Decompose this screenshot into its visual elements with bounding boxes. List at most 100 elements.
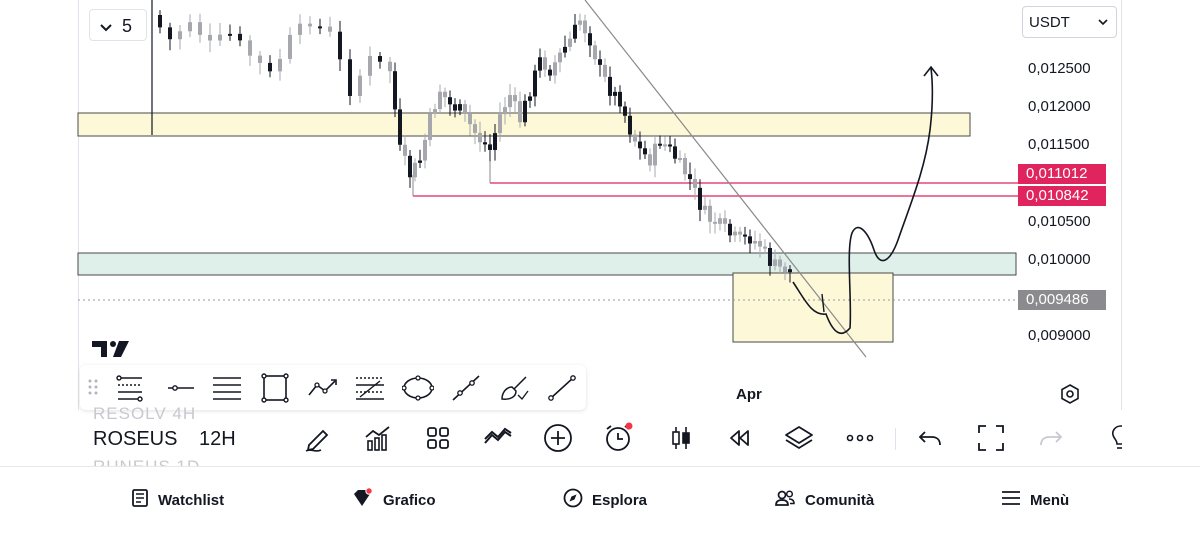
- candle-body: [623, 106, 627, 116]
- candle-body: [703, 205, 707, 210]
- candle-body: [633, 134, 637, 142]
- candle-body: [288, 34, 292, 59]
- demand-box[interactable]: [732, 272, 894, 343]
- candle-body: [463, 104, 467, 114]
- candle-body: [443, 91, 447, 98]
- alert-clock-icon[interactable]: [601, 421, 635, 455]
- candle-body: [198, 22, 202, 35]
- nav-label: Esplora: [592, 491, 648, 509]
- rectangle-icon[interactable]: [259, 373, 291, 403]
- candle-body: [728, 223, 732, 236]
- candle-body: [553, 62, 557, 76]
- nav-watchlist[interactable]: Watchlist: [131, 489, 224, 511]
- compare-icon[interactable]: [481, 421, 515, 455]
- candle-body: [483, 142, 487, 145]
- candle-body: [473, 124, 477, 133]
- fib-channel-icon[interactable]: [354, 373, 386, 403]
- candle-body: [348, 59, 352, 96]
- candle-body: [513, 95, 517, 102]
- nav-menu[interactable]: Menù: [1001, 489, 1069, 511]
- candle-body: [578, 20, 582, 25]
- price-label: 0,011500: [1028, 136, 1090, 153]
- candle-type-icon[interactable]: [664, 421, 698, 455]
- parallel-lines-icon[interactable]: [211, 373, 243, 403]
- candle-body: [543, 57, 547, 70]
- candle-body: [523, 100, 527, 123]
- candle-body: [713, 221, 717, 224]
- nav-explore[interactable]: Esplora: [563, 488, 648, 511]
- projection-path[interactable]: [792, 67, 934, 334]
- undo-icon[interactable]: [913, 421, 947, 455]
- candle-body: [298, 23, 302, 35]
- price-label: 0,010500: [1028, 213, 1091, 230]
- support-zone[interactable]: [77, 252, 1017, 276]
- trend-line[interactable]: [584, 0, 867, 358]
- trend-line-icon[interactable]: [546, 373, 578, 403]
- candles: [158, 10, 792, 283]
- candle-body: [433, 109, 437, 114]
- candle-body: [438, 91, 442, 110]
- nav-label: Watchlist: [158, 491, 225, 509]
- candle-body: [668, 144, 672, 147]
- symbol-name[interactable]: ROSEUS: [93, 428, 178, 450]
- chart-gem-icon: [352, 487, 374, 513]
- timeframe-value[interactable]: 12H: [199, 428, 236, 450]
- chart-canvas[interactable]: [0, 0, 1200, 410]
- more-icon[interactable]: [843, 421, 877, 455]
- lightbulb-icon[interactable]: [1104, 421, 1122, 455]
- pencil-icon[interactable]: [301, 421, 335, 455]
- symbol-picker-previous[interactable]: RESOLV 4H: [93, 404, 197, 423]
- candle-body: [763, 246, 767, 249]
- indicators-icon[interactable]: [361, 421, 395, 455]
- horizontal-line-icon[interactable]: [165, 373, 197, 403]
- candle-body: [453, 104, 457, 111]
- candle-body: [208, 34, 212, 41]
- redo-icon[interactable]: [1034, 421, 1068, 455]
- nav-chart[interactable]: Grafico: [352, 487, 436, 513]
- drag-handle-icon[interactable]: [88, 379, 98, 398]
- layouts-icon[interactable]: [421, 421, 455, 455]
- candle-body: [528, 96, 532, 101]
- extended-line-icon[interactable]: [450, 373, 482, 403]
- nav-label: Comunità: [805, 491, 875, 509]
- brush-icon[interactable]: [498, 373, 530, 403]
- candle-body: [723, 218, 727, 224]
- menu-icon: [1001, 489, 1021, 511]
- drawing-toolbar: [80, 365, 586, 410]
- replay-icon[interactable]: [722, 421, 756, 455]
- candle-body: [378, 56, 382, 62]
- price-label: 0,010000: [1028, 251, 1091, 268]
- candle-body: [318, 26, 322, 29]
- chevron-down-icon: [1098, 15, 1108, 29]
- currency-value: USDT: [1029, 14, 1070, 31]
- fullscreen-icon[interactable]: [974, 421, 1008, 455]
- candle-body: [603, 64, 607, 77]
- price-badge-upper: 0,011012: [1018, 164, 1106, 184]
- fib-retracement-icon[interactable]: [114, 373, 146, 403]
- add-icon[interactable]: [541, 421, 575, 455]
- candle-body: [258, 55, 262, 63]
- path-icon[interactable]: [307, 373, 339, 403]
- candle-body: [658, 143, 662, 146]
- ellipse-icon[interactable]: [401, 373, 435, 403]
- candle-body: [738, 231, 742, 235]
- candle-body: [278, 58, 282, 72]
- candle-body: [423, 139, 427, 161]
- candle-body: [338, 31, 342, 60]
- candle-body: [608, 76, 612, 96]
- nav-community[interactable]: Comunità: [774, 489, 874, 511]
- projection-tick: [821, 293, 825, 313]
- layers-icon[interactable]: [782, 421, 816, 455]
- candle-body: [538, 57, 542, 71]
- candle-body: [458, 104, 462, 111]
- chart-settings-icon[interactable]: [1060, 384, 1080, 409]
- candle-body: [753, 241, 757, 244]
- interval-selector[interactable]: 5: [89, 9, 147, 41]
- currency-select[interactable]: USDT: [1022, 6, 1117, 38]
- candle-body: [268, 62, 272, 72]
- candle-body: [493, 133, 497, 150]
- candle-body: [168, 27, 172, 40]
- candle-body: [743, 234, 747, 237]
- candle-body: [358, 75, 362, 96]
